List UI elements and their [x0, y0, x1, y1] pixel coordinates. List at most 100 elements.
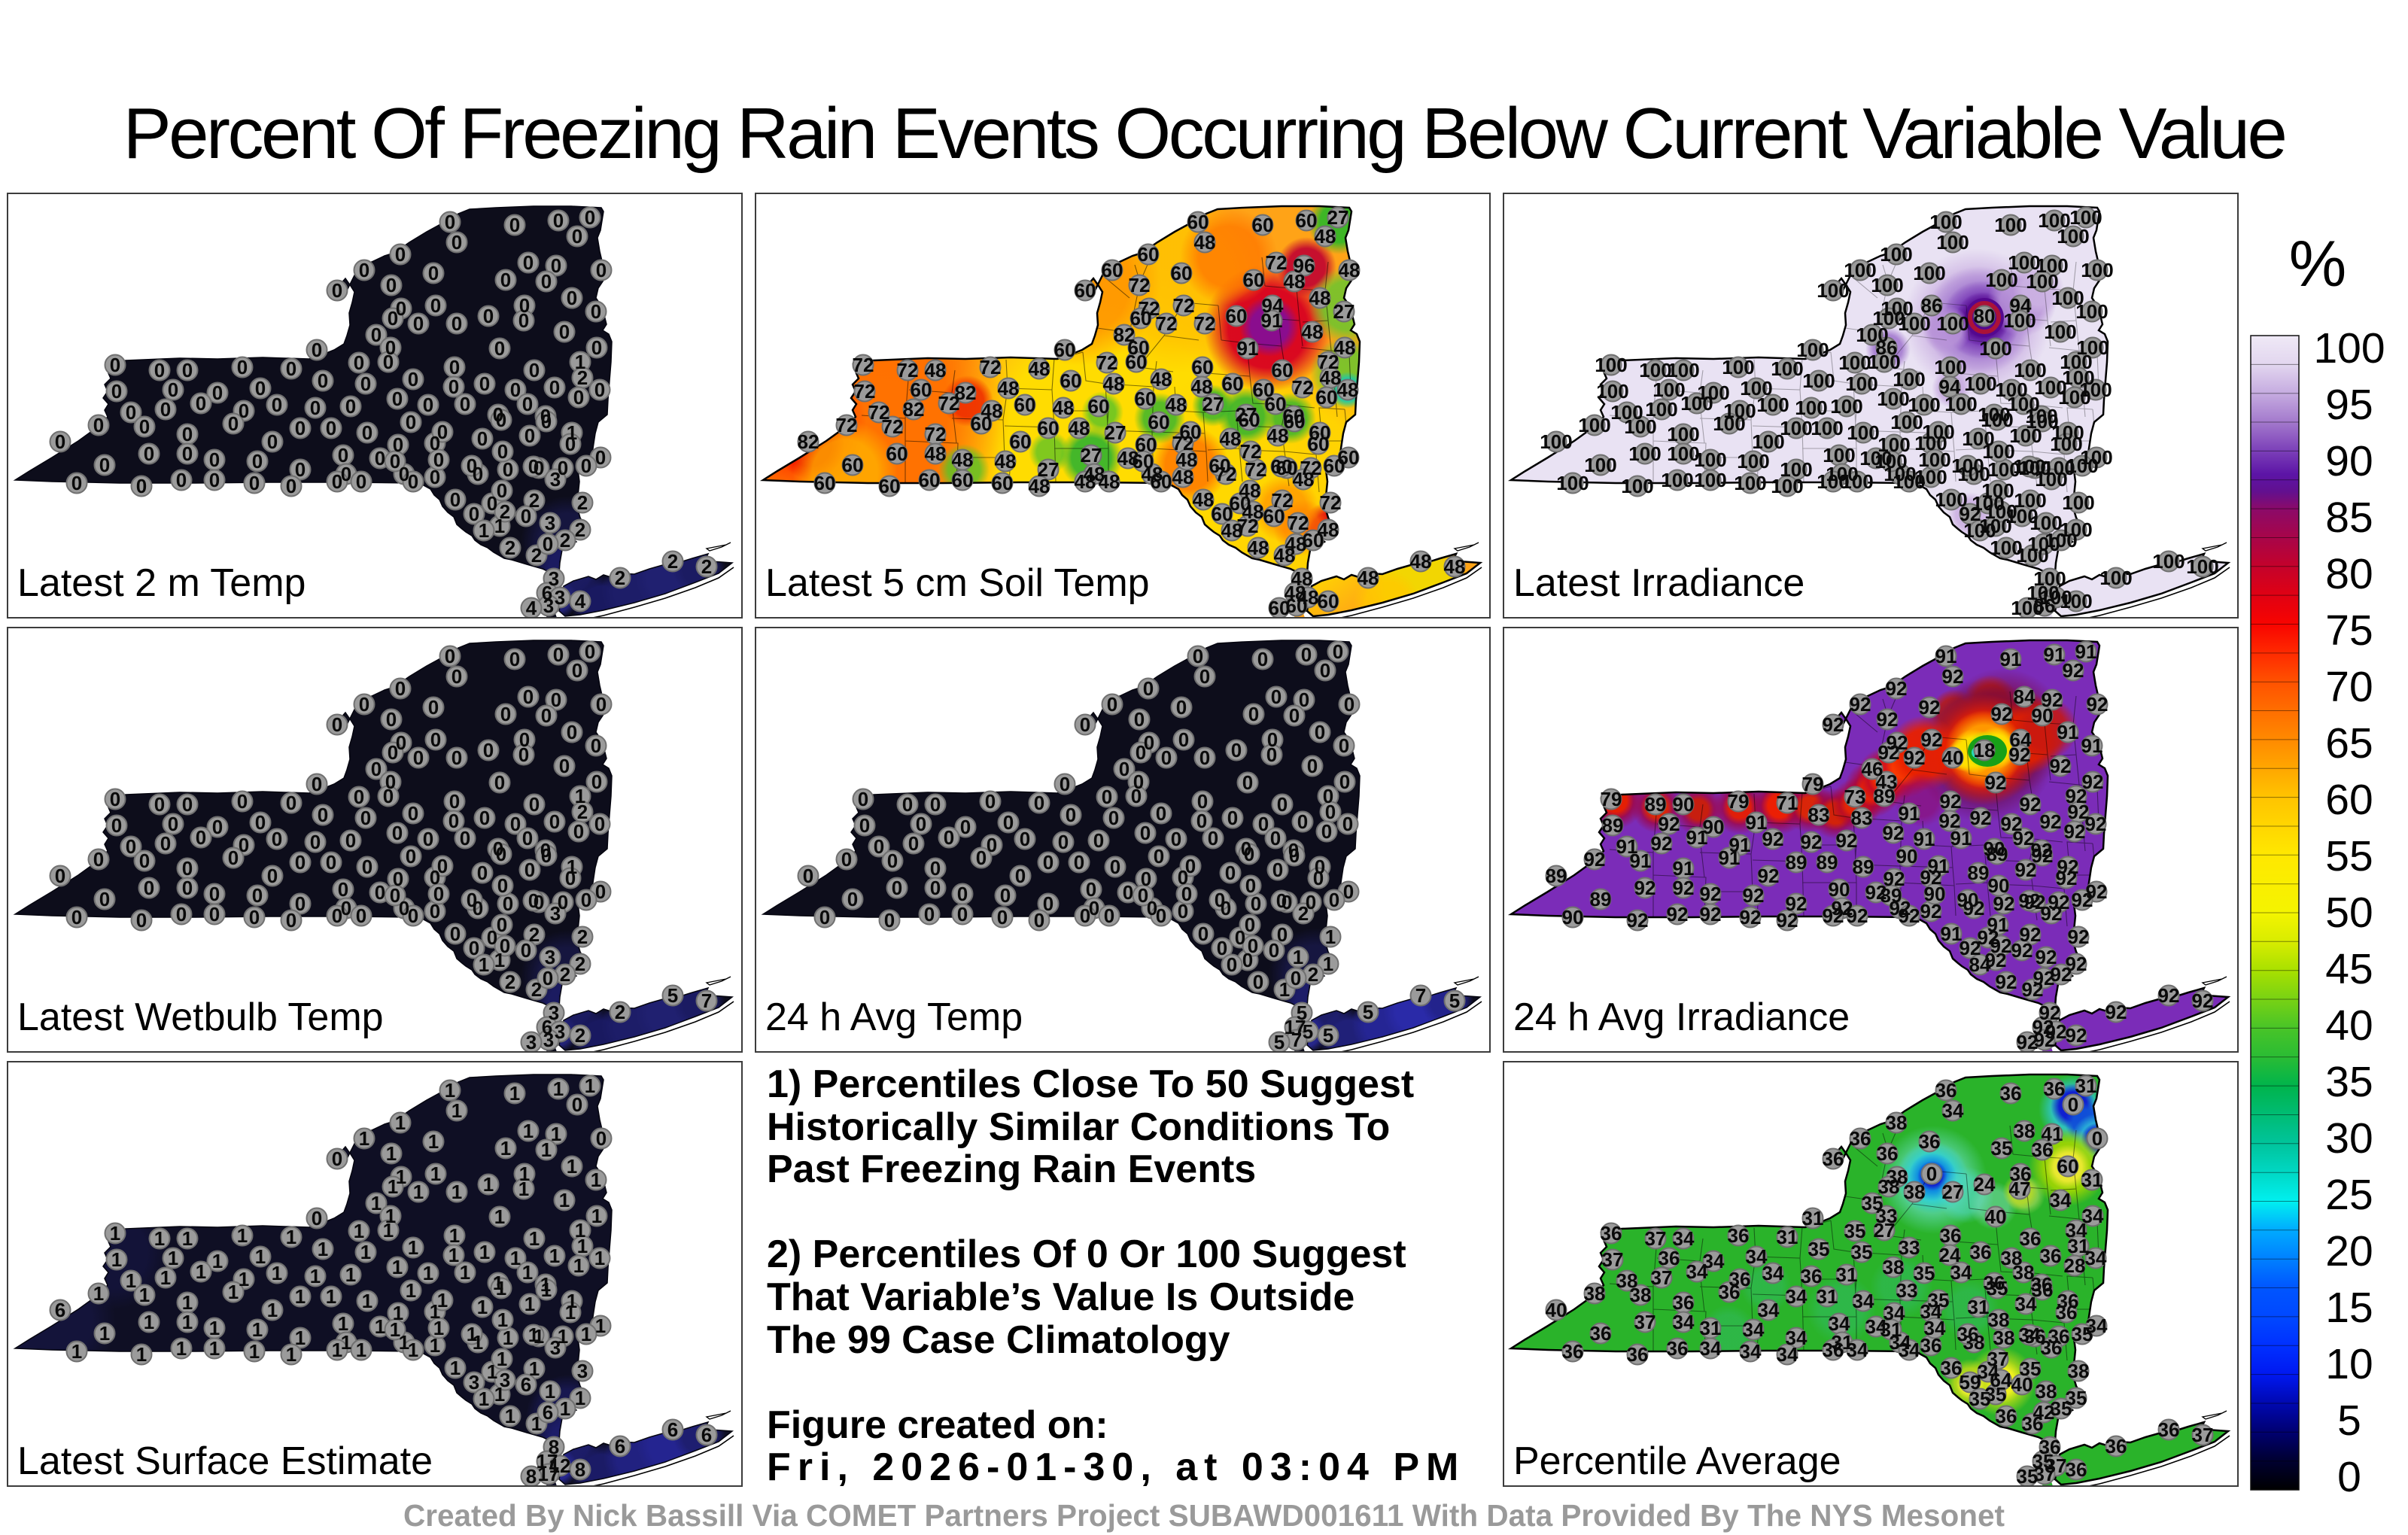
- svg-text:0: 0: [1245, 874, 1256, 897]
- svg-text:0: 0: [423, 828, 433, 850]
- svg-text:92: 92: [1877, 708, 1899, 731]
- svg-text:0: 0: [521, 505, 531, 527]
- svg-text:100: 100: [1697, 381, 1729, 404]
- svg-text:36: 36: [1850, 1127, 1871, 1150]
- svg-text:100: 100: [1918, 448, 1950, 471]
- svg-text:92: 92: [1921, 728, 1943, 751]
- svg-text:100: 100: [1737, 450, 1769, 473]
- svg-text:36: 36: [1970, 1241, 1992, 1263]
- svg-text:92: 92: [1823, 904, 1844, 927]
- svg-text:36: 36: [1601, 1222, 1622, 1245]
- svg-text:0: 0: [1193, 645, 1203, 667]
- svg-text:0: 0: [392, 822, 403, 844]
- svg-text:34: 34: [1700, 1337, 1722, 1360]
- svg-text:100: 100: [1740, 377, 1772, 400]
- svg-text:0: 0: [338, 878, 348, 901]
- svg-text:1: 1: [567, 1155, 577, 1178]
- svg-text:100: 100: [2079, 378, 2112, 401]
- svg-text:92: 92: [1996, 971, 2017, 993]
- svg-text:3: 3: [555, 586, 565, 609]
- svg-text:0: 0: [567, 721, 577, 743]
- svg-text:0: 0: [1141, 868, 1151, 890]
- svg-text:100: 100: [1985, 269, 2017, 291]
- svg-text:100: 100: [1871, 274, 1903, 296]
- svg-text:0: 0: [1134, 708, 1145, 731]
- svg-text:0: 0: [553, 209, 564, 232]
- svg-text:92: 92: [1847, 904, 1868, 927]
- svg-text:0: 0: [1066, 804, 1076, 826]
- svg-text:0: 0: [558, 457, 568, 479]
- svg-text:100: 100: [1595, 354, 1627, 376]
- svg-text:1: 1: [505, 1405, 515, 1427]
- svg-text:92: 92: [2001, 813, 2023, 835]
- svg-text:0: 0: [518, 743, 529, 766]
- svg-text:92: 92: [1743, 884, 1765, 907]
- svg-text:0: 0: [449, 356, 460, 378]
- svg-text:0: 0: [144, 442, 154, 465]
- svg-text:82: 82: [903, 398, 925, 421]
- svg-text:0: 0: [518, 309, 529, 332]
- svg-text:1: 1: [595, 1315, 606, 1337]
- svg-text:Percentile Average: Percentile Average: [1513, 1439, 1841, 1483]
- svg-text:92: 92: [1823, 713, 1844, 736]
- svg-text:91: 91: [1935, 645, 1957, 667]
- svg-text:0: 0: [1306, 891, 1316, 913]
- svg-text:0: 0: [449, 790, 460, 813]
- svg-text:0: 0: [572, 225, 582, 248]
- svg-text:100: 100: [2027, 533, 2060, 555]
- svg-text:0: 0: [503, 892, 513, 915]
- svg-text:92: 92: [1887, 731, 1908, 754]
- svg-text:92: 92: [2085, 813, 2107, 835]
- svg-text:38: 38: [2068, 1360, 2090, 1382]
- svg-text:0: 0: [209, 883, 220, 905]
- svg-text:0: 0: [360, 807, 371, 829]
- svg-text:0: 0: [541, 704, 552, 727]
- svg-text:60: 60: [971, 412, 993, 435]
- svg-text:0: 0: [1208, 827, 1218, 850]
- svg-text:92: 92: [1850, 693, 1871, 716]
- svg-text:34: 34: [1786, 1285, 1808, 1308]
- svg-text:1: 1: [483, 1173, 494, 1196]
- svg-text:35: 35: [1987, 1277, 2008, 1299]
- svg-text:86: 86: [1921, 294, 1943, 317]
- svg-text:91: 91: [1729, 834, 1751, 856]
- svg-text:0: 0: [1242, 949, 1253, 971]
- svg-text:6: 6: [542, 1016, 552, 1038]
- svg-text:92: 92: [2024, 891, 2046, 913]
- svg-text:0: 0: [916, 813, 926, 835]
- svg-text:0: 0: [1199, 665, 1210, 688]
- svg-text:100: 100: [1667, 442, 1699, 465]
- svg-text:100: 100: [1802, 369, 1835, 392]
- svg-text:48: 48: [1410, 550, 1432, 573]
- svg-text:0: 0: [1060, 773, 1070, 795]
- svg-text:6: 6: [615, 1435, 625, 1457]
- svg-text:37: 37: [1645, 1227, 1667, 1250]
- svg-text:38: 38: [2013, 1261, 2035, 1284]
- svg-text:1: 1: [388, 1175, 398, 1198]
- svg-text:0: 0: [55, 430, 65, 453]
- svg-text:86: 86: [1876, 336, 1898, 359]
- svg-text:0: 0: [437, 855, 448, 877]
- svg-text:0: 0: [239, 834, 249, 856]
- svg-text:0: 0: [160, 832, 171, 855]
- svg-text:91: 91: [1237, 337, 1259, 360]
- svg-text:1: 1: [529, 1227, 540, 1250]
- svg-text:0: 0: [1276, 889, 1287, 912]
- svg-text:36: 36: [1935, 1079, 1957, 1102]
- svg-text:1: 1: [479, 1388, 489, 1410]
- svg-text:60: 60: [1269, 597, 1291, 619]
- svg-text:92: 92: [2041, 902, 2063, 925]
- svg-text:0: 0: [1178, 728, 1189, 751]
- svg-text:0: 0: [1171, 828, 1181, 850]
- svg-text:25: 25: [2325, 1171, 2373, 1219]
- svg-text:0: 0: [540, 405, 551, 427]
- svg-text:36: 36: [2020, 1227, 2042, 1250]
- svg-text:100: 100: [2081, 259, 2113, 281]
- svg-text:100: 100: [1680, 392, 1713, 415]
- svg-text:34: 34: [1746, 1245, 1768, 1268]
- svg-text:43: 43: [1876, 771, 1898, 793]
- svg-text:0: 0: [1093, 829, 1104, 852]
- svg-text:91: 91: [1950, 827, 1972, 850]
- svg-text:60: 60: [1133, 450, 1154, 473]
- svg-text:0: 0: [383, 785, 394, 807]
